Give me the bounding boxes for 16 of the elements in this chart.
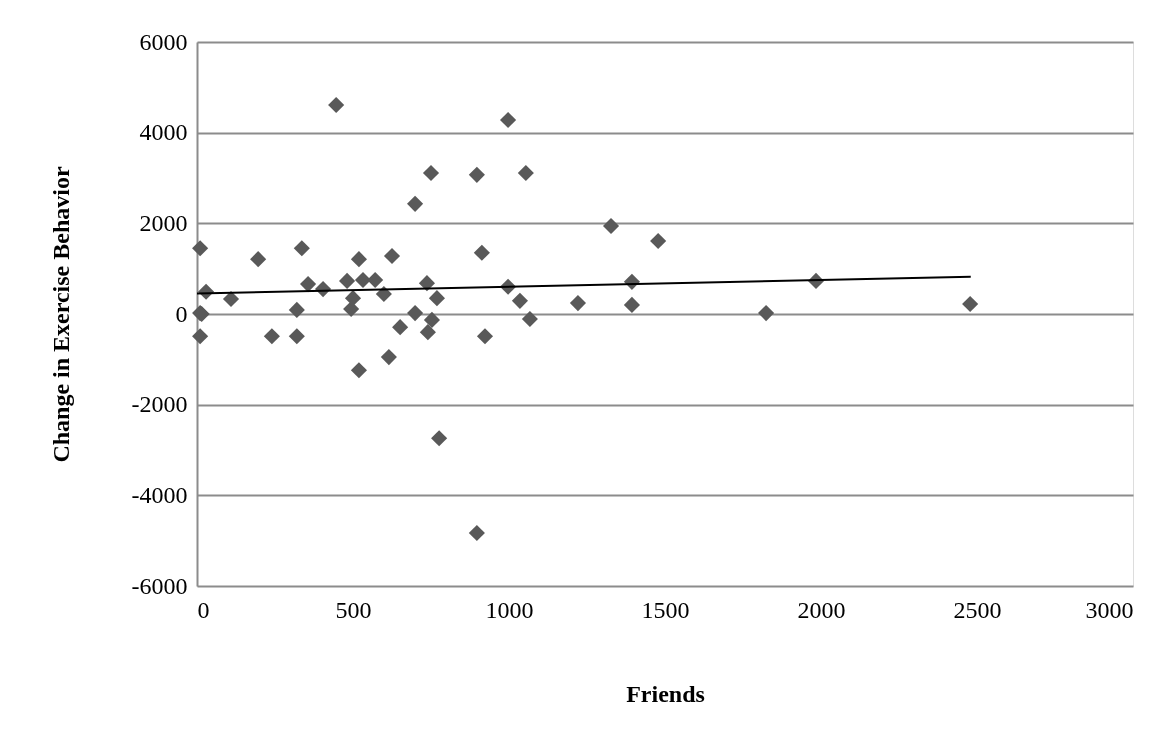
x-tick-label: 2000 bbox=[797, 596, 846, 623]
y-tick-label: 0 bbox=[175, 300, 188, 327]
x-tick-label: 3000 bbox=[1085, 596, 1134, 623]
x-axis-title: Friends bbox=[626, 680, 705, 707]
y-axis-title: Change in Exercise Behavior bbox=[47, 166, 74, 463]
y-tick-label: 6000 bbox=[139, 28, 188, 55]
x-tick-label: 2500 bbox=[953, 596, 1002, 623]
y-tick-label: -6000 bbox=[131, 572, 188, 599]
y-tick-label: -2000 bbox=[131, 391, 188, 418]
x-tick-label: 0 bbox=[197, 596, 210, 623]
x-tick-label: 500 bbox=[335, 596, 372, 623]
x-tick-label: 1000 bbox=[485, 596, 534, 623]
y-tick-label: 2000 bbox=[139, 209, 188, 236]
y-tick-label: 4000 bbox=[139, 119, 188, 146]
y-tick-label: -4000 bbox=[131, 481, 188, 508]
x-tick-label: 1500 bbox=[641, 596, 690, 623]
